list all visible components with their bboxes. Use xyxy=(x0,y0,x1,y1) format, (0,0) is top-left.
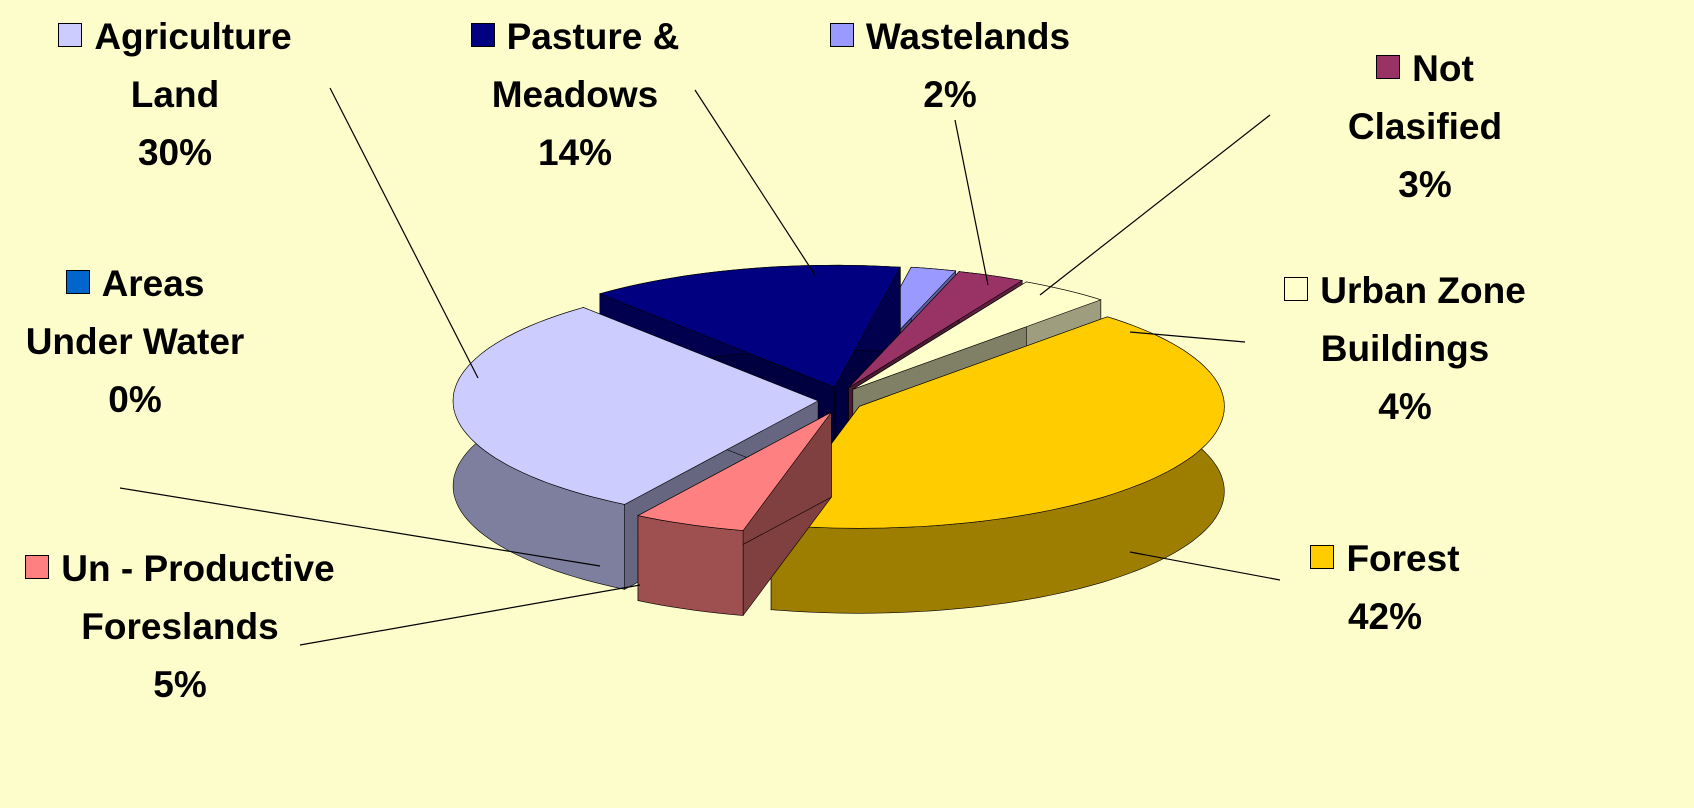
leader-line xyxy=(954,119,989,286)
category-name: Urban Zone Buildings xyxy=(1320,270,1526,369)
slice-wall xyxy=(637,515,744,616)
category-name: Not Clasified xyxy=(1347,48,1503,147)
value-label: 3% xyxy=(1398,164,1452,205)
value-label: 30% xyxy=(137,132,213,173)
slice xyxy=(770,316,1225,529)
slice-label: Urban Zone Buildings 4% xyxy=(1240,262,1570,436)
leader-line xyxy=(694,89,816,276)
slice-label: Agriculture Land 30% xyxy=(10,8,340,182)
slice-label: Forest 42% xyxy=(1270,530,1500,646)
legend-key xyxy=(1376,55,1401,79)
slice-label: Areas Under Water 0% xyxy=(20,255,250,429)
slice-label: Un - Productive Foreslands 5% xyxy=(20,540,340,714)
slice xyxy=(598,264,901,388)
leader-line xyxy=(119,487,601,567)
slice-label: Not Clasified 3% xyxy=(1300,40,1550,214)
legend-key xyxy=(470,23,495,47)
slice xyxy=(852,281,1102,390)
leader-line xyxy=(299,584,641,646)
legend-key xyxy=(25,555,50,579)
legend-key xyxy=(1310,545,1335,569)
value-label: 14% xyxy=(537,132,613,173)
category-name: Un - Productive Foreslands xyxy=(61,548,335,647)
slice-label: Pasture & Meadows 14% xyxy=(440,8,710,182)
slice xyxy=(848,271,1024,389)
category-name: Areas Under Water xyxy=(25,263,245,362)
legend-key xyxy=(65,270,90,294)
slice-label: Wastelands 2% xyxy=(790,8,1110,124)
value-label: 2% xyxy=(923,74,977,115)
slice xyxy=(637,411,832,531)
leader-line xyxy=(1129,331,1246,343)
legend-key xyxy=(829,23,854,47)
category-name: Forest xyxy=(1346,538,1460,579)
value-label: 5% xyxy=(153,664,207,705)
value-label: 0% xyxy=(108,379,162,420)
category-name: Agriculture Land xyxy=(94,16,292,115)
value-label: 4% xyxy=(1378,386,1432,427)
leader-line xyxy=(1129,551,1281,581)
category-name: Wastelands xyxy=(865,16,1071,57)
legend-key xyxy=(58,23,83,47)
value-label: 42% xyxy=(1347,596,1423,637)
legend-key xyxy=(1284,277,1309,301)
leader-line xyxy=(329,87,479,379)
category-name: Pasture & Meadows xyxy=(491,16,680,115)
slice xyxy=(452,307,819,505)
leader-line xyxy=(1039,114,1271,296)
